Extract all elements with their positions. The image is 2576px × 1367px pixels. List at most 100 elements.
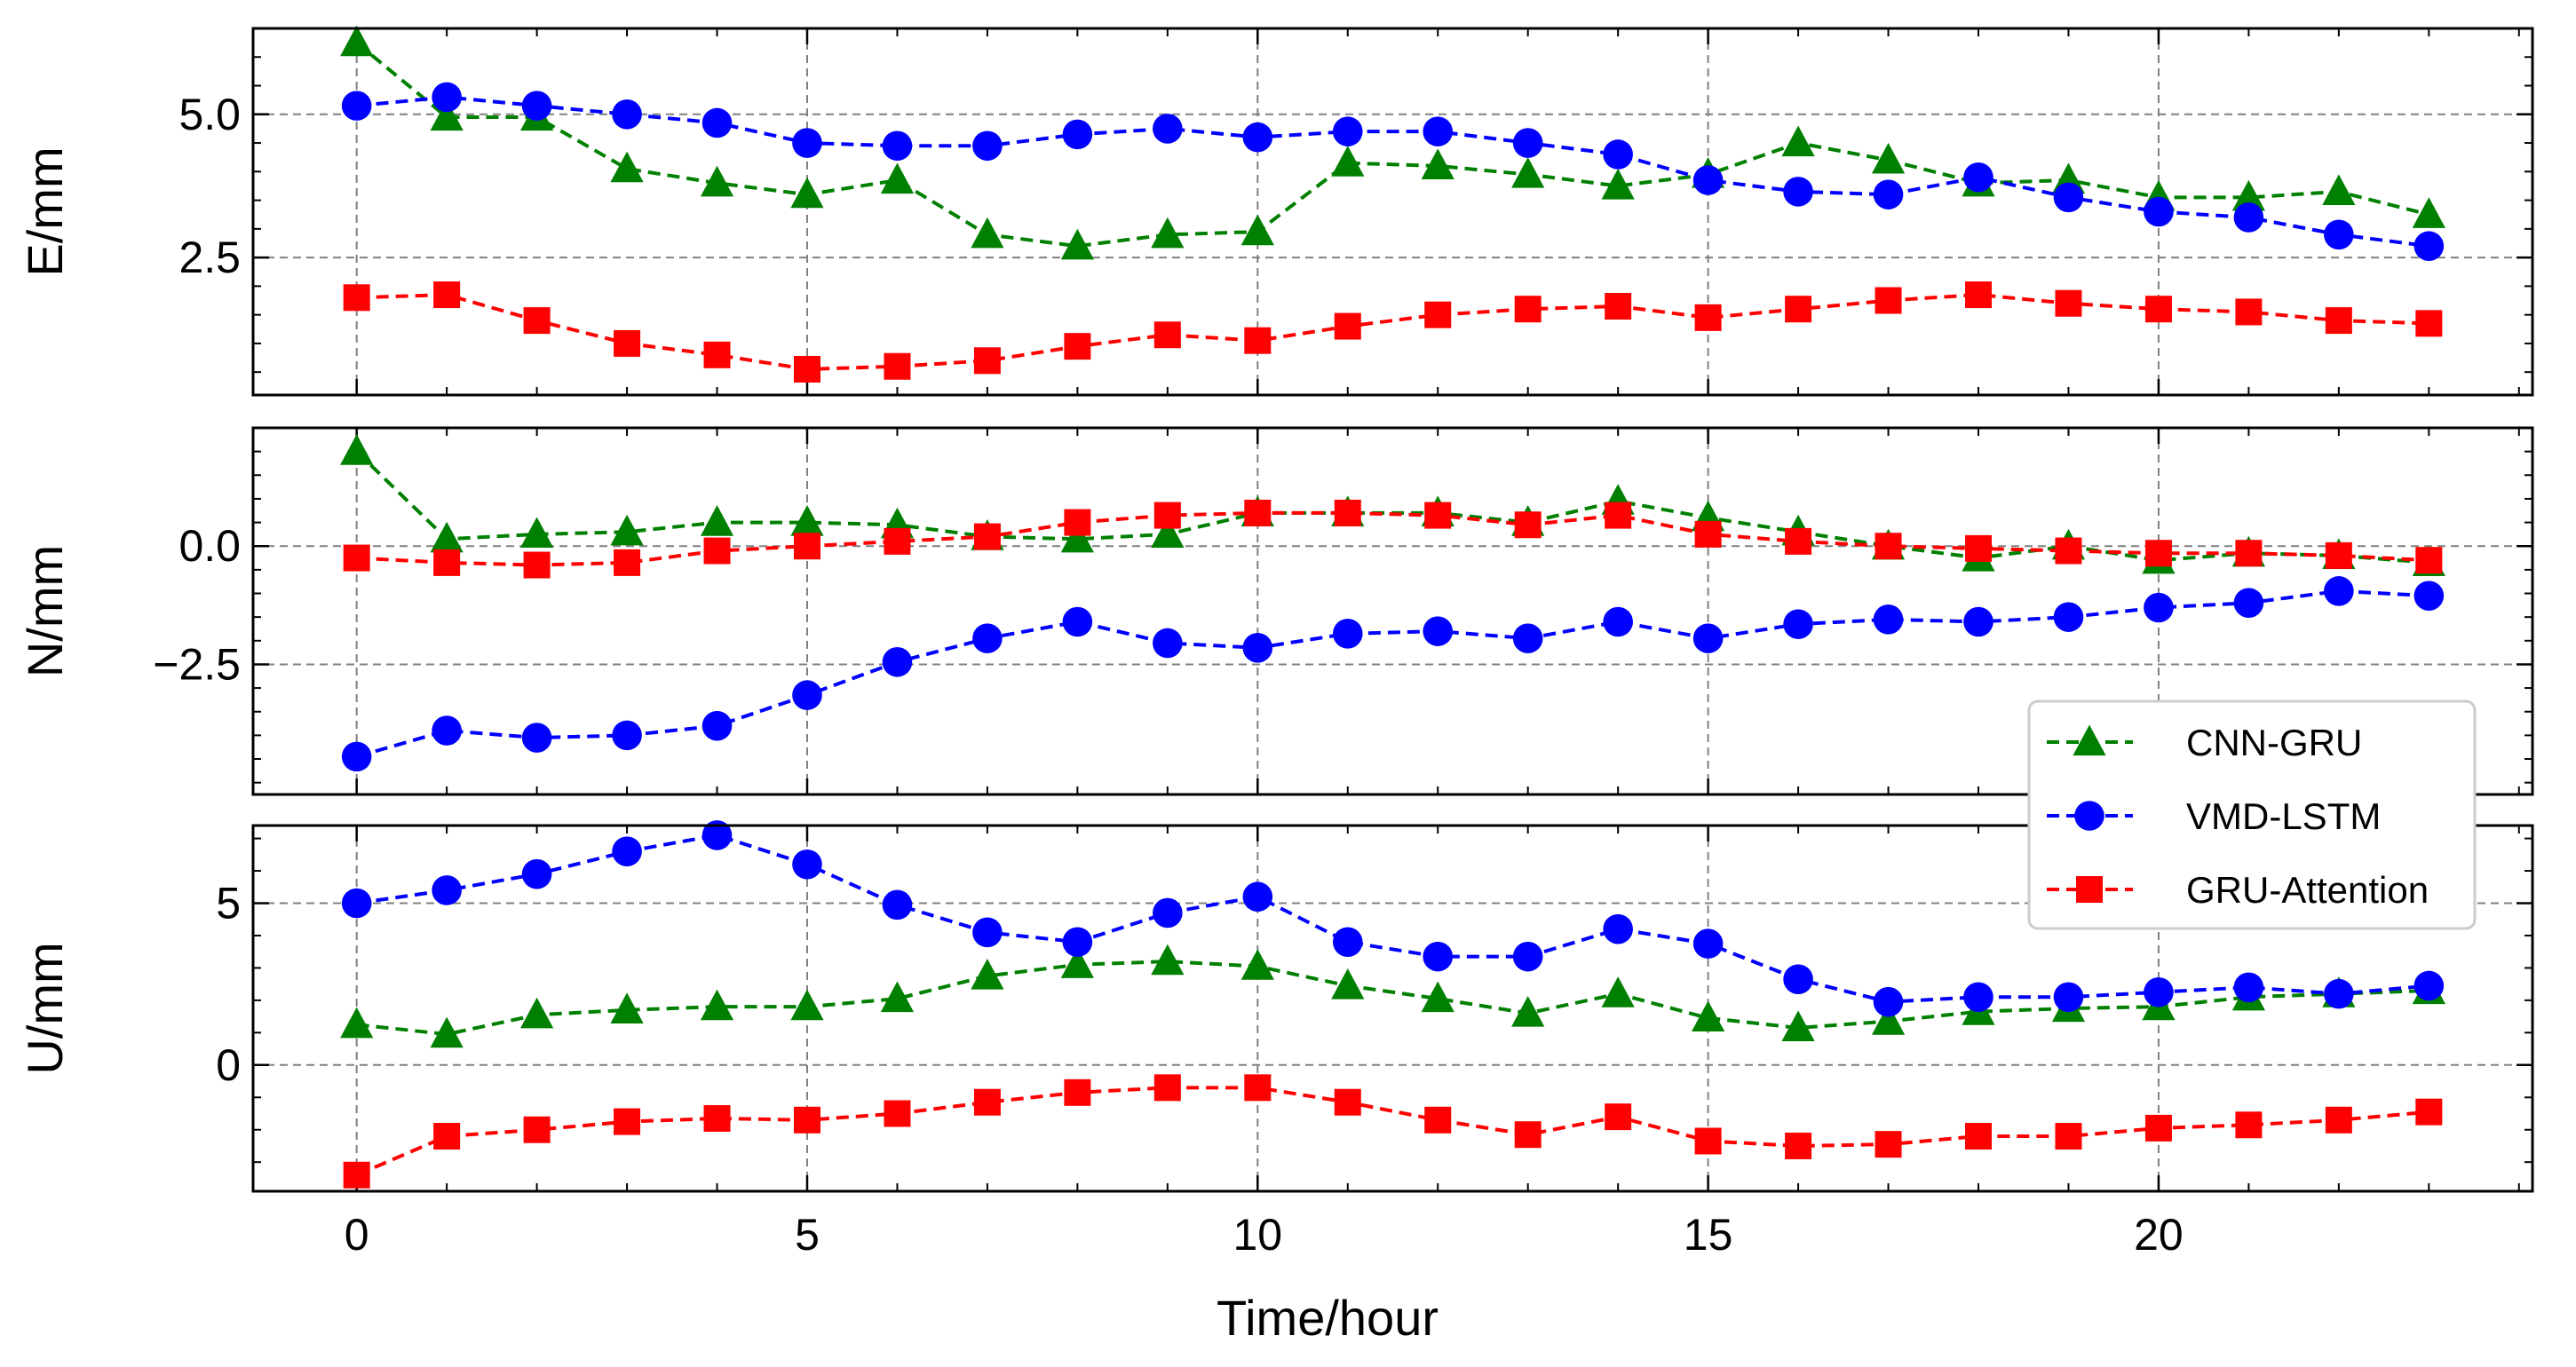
line-u-gru-attention [355,1086,2429,1177]
x-tick-label: 20 [2134,1210,2184,1260]
point-n-vmd-lstm [1512,623,1543,653]
point-n-vmd-lstm [1963,606,1993,637]
point-u-vmd-lstm [2324,978,2354,1009]
point-e-cnn-gru [1240,214,1274,246]
line-e-cnn-gru [355,41,2429,249]
point-u-gru-attention [973,1088,1001,1116]
point-e-vmd-lstm [1062,119,1093,150]
point-u-gru-attention [1424,1106,1452,1134]
point-e-gru-attention [523,307,551,335]
point-u-gru-attention [793,1106,820,1134]
point-n-cnn-gru [520,517,554,549]
series-u-cnn-gru [340,944,2445,1048]
point-e-gru-attention [1694,304,1722,331]
point-n-gru-attention [1334,499,1361,526]
point-e-gru-attention [614,329,641,357]
point-n-gru-attention [1965,534,1993,562]
legend-entry-gru-attention: GRU-Attention [2047,869,2429,911]
point-e-cnn-gru [1151,217,1185,249]
point-e-vmd-lstm [521,91,552,121]
point-e-gru-attention [1153,321,1181,349]
point-u-vmd-lstm [2233,972,2264,1003]
point-u-gru-attention [2415,1098,2443,1126]
legend-items: CNN-GRU VMD-LSTM GRU-Attention [2047,722,2429,911]
point-n-vmd-lstm [2324,576,2354,606]
point-e-gru-attention [884,352,911,380]
point-n-vmd-lstm [1603,606,1633,637]
point-u-cnn-gru [1511,995,1545,1027]
point-u-gru-attention [1153,1074,1181,1102]
point-e-vmd-lstm [1512,128,1543,158]
point-e-cnn-gru [1511,157,1545,188]
point-e-vmd-lstm [701,107,733,138]
point-n-cnn-gru [430,521,464,553]
point-u-cnn-gru [1692,1000,1725,1032]
point-e-cnn-gru [2322,174,2356,206]
point-e-vmd-lstm [792,128,822,158]
point-u-cnn-gru [790,989,824,1021]
point-n-gru-attention [1153,502,1181,529]
point-n-gru-attention [703,537,731,565]
point-u-vmd-lstm [1783,964,1813,994]
point-n-vmd-lstm [2233,588,2264,618]
panels-layer: 2.5 5.0 E/mm −2.5 0.0 N/mm 0 5 U/mm 0 5 10 15 20 [17,25,2534,1260]
point-n-gru-attention [2325,541,2352,569]
point-u-vmd-lstm [521,858,552,889]
point-u-cnn-gru [1421,981,1454,1013]
point-n-vmd-lstm [1153,628,1183,659]
series-n-vmd-lstm [341,576,2445,772]
point-u-gru-attention [2144,1114,2172,1142]
point-u-vmd-lstm [1153,897,1183,928]
point-u-vmd-lstm [882,889,913,921]
panel-n: −2.5 0.0 N/mm [17,426,2534,796]
point-u-cnn-gru [610,992,644,1023]
point-u-cnn-gru [430,1016,464,1048]
point-e-vmd-lstm [341,91,372,121]
point-u-vmd-lstm [1332,927,1363,958]
point-e-vmd-lstm [1783,177,1813,207]
point-u-vmd-lstm [1242,881,1273,913]
point-n-vmd-lstm [432,715,462,746]
point-e-gru-attention [2325,307,2352,335]
point-u-gru-attention [1064,1079,1091,1106]
y-tick-label-e: 2.5 [178,233,241,282]
point-e-vmd-lstm [2053,182,2084,213]
y-tick-label-u: 0 [216,1040,241,1090]
point-n-vmd-lstm [2414,581,2445,611]
point-n-vmd-lstm [2053,602,2084,632]
x-tick-label: 0 [345,1210,369,1260]
panel-frame-n [251,426,2534,796]
point-u-vmd-lstm [2053,982,2084,1013]
x-tick-label: 10 [1233,1210,1282,1260]
panel-frame-u [251,824,2534,1193]
point-n-gru-attention [1244,499,1272,526]
point-u-vmd-lstm [1423,941,1454,972]
legend-label: CNN-GRU [2186,722,2362,763]
y-axis-label-n: N/mm [17,545,73,677]
point-n-gru-attention [433,549,461,576]
x-tick-label: 5 [795,1210,820,1260]
point-e-gru-attention [973,347,1001,375]
point-e-gru-attention [1514,296,1542,323]
point-u-gru-attention [343,1161,370,1189]
point-n-vmd-lstm [2144,592,2174,623]
point-n-vmd-lstm [882,646,913,677]
point-n-gru-attention [1514,511,1542,539]
point-u-vmd-lstm [2414,970,2445,1001]
point-e-gru-attention [1605,292,1632,320]
point-u-cnn-gru [1781,1010,1815,1041]
point-n-vmd-lstm [1332,619,1363,649]
point-n-gru-attention [2144,540,2172,567]
point-n-gru-attention [614,549,641,576]
line-n-vmd-lstm [356,589,2429,759]
point-e-gru-attention [1334,312,1361,340]
point-n-gru-attention [2235,540,2263,567]
point-e-gru-attention [1064,333,1091,360]
legend-entry-cnn-gru: CNN-GRU [2047,722,2362,763]
point-e-vmd-lstm [1332,116,1363,146]
point-n-vmd-lstm [792,680,822,710]
point-u-vmd-lstm [1603,913,1633,944]
x-axis-label: Time/hour [1217,1290,1439,1346]
point-n-vmd-lstm [1242,633,1273,663]
